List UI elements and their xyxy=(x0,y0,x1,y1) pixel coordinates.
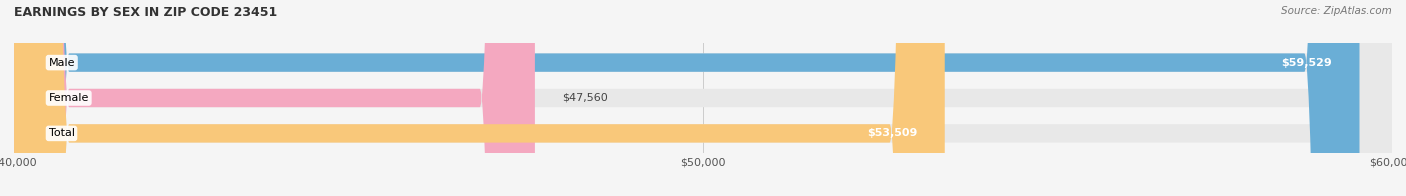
Text: $59,529: $59,529 xyxy=(1281,58,1331,68)
FancyBboxPatch shape xyxy=(14,0,534,196)
Text: Male: Male xyxy=(49,58,75,68)
FancyBboxPatch shape xyxy=(14,0,1360,196)
Text: Female: Female xyxy=(49,93,89,103)
Text: $47,560: $47,560 xyxy=(562,93,609,103)
Text: Total: Total xyxy=(49,128,75,138)
FancyBboxPatch shape xyxy=(14,0,1392,196)
FancyBboxPatch shape xyxy=(14,0,945,196)
Text: $53,509: $53,509 xyxy=(868,128,917,138)
Text: EARNINGS BY SEX IN ZIP CODE 23451: EARNINGS BY SEX IN ZIP CODE 23451 xyxy=(14,6,277,19)
Text: Source: ZipAtlas.com: Source: ZipAtlas.com xyxy=(1281,6,1392,16)
FancyBboxPatch shape xyxy=(14,0,1392,196)
FancyBboxPatch shape xyxy=(14,0,1392,196)
